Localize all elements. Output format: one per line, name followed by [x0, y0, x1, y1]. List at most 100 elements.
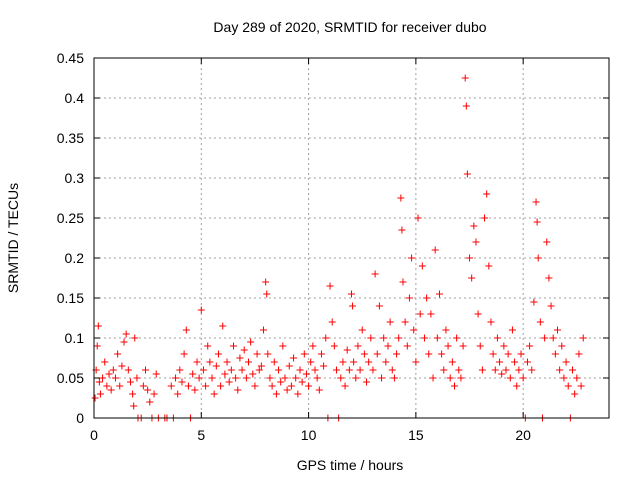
data-point: [420, 334, 428, 342]
data-point: [356, 366, 364, 374]
data-point: [551, 350, 559, 358]
axis-ticks: [93, 57, 609, 419]
data-point: [199, 366, 207, 374]
data-point: [414, 214, 422, 222]
tick-labels: 0 5 10 15 20 0 0.05 0.1 0.15 0.2 0.25 0.3 0.35 0.4 0.4…: [57, 50, 531, 443]
data-point: [251, 382, 259, 390]
data-point: [442, 326, 450, 334]
data-point: [382, 358, 390, 366]
data-point: [541, 334, 549, 342]
data-point: [120, 338, 128, 346]
y-tick-label: 0.2: [65, 250, 85, 266]
data-point: [302, 370, 310, 378]
data-point: [444, 342, 452, 350]
data-point: [172, 374, 180, 382]
data-point: [403, 342, 411, 350]
data-point: [150, 390, 158, 398]
data-point: [99, 374, 107, 382]
data-point: [311, 366, 319, 374]
data-point: [523, 358, 531, 366]
y-axis-label: SRMTID / TECUs: [5, 183, 21, 293]
data-point: [500, 342, 508, 350]
data-point: [232, 374, 240, 382]
data-point: [545, 274, 553, 282]
y-tick-label: 0.1: [65, 330, 85, 346]
data-point: [412, 358, 420, 366]
x-tick-label: 15: [408, 427, 424, 443]
data-points: [91, 74, 587, 422]
x-axis-label: GPS time / hours: [297, 457, 404, 473]
data-point: [144, 386, 152, 394]
data-point: [223, 358, 231, 366]
data-point: [94, 322, 102, 330]
data-point: [532, 198, 540, 206]
data-point: [350, 358, 358, 366]
data-point: [225, 378, 233, 386]
data-point: [296, 366, 304, 374]
data-point: [236, 354, 244, 362]
data-point: [238, 366, 246, 374]
data-point: [564, 382, 572, 390]
data-point: [393, 350, 401, 358]
data-point: [107, 386, 115, 394]
data-point: [440, 366, 448, 374]
data-point: [305, 382, 313, 390]
data-point: [476, 342, 484, 350]
data-point: [139, 382, 147, 390]
data-point: [189, 370, 197, 378]
data-point: [124, 366, 132, 374]
data-point: [474, 310, 482, 318]
data-point: [298, 378, 306, 386]
data-point: [363, 378, 371, 386]
data-point: [425, 350, 433, 358]
data-point: [178, 378, 186, 386]
data-point: [487, 318, 495, 326]
data-point: [418, 262, 426, 270]
data-point: [462, 102, 470, 110]
data-point: [348, 290, 355, 298]
data-point: [560, 374, 568, 382]
data-point: [307, 358, 315, 366]
data-point: [283, 386, 291, 394]
data-point: [245, 358, 252, 366]
data-point: [410, 326, 418, 334]
y-tick-label: 0.4: [65, 90, 85, 106]
x-tick-label: 0: [90, 427, 98, 443]
data-point: [533, 218, 541, 226]
data-point: [562, 358, 570, 366]
data-point: [360, 350, 368, 358]
data-point: [103, 382, 111, 390]
data-point: [214, 350, 222, 358]
data-point: [455, 366, 463, 374]
data-point: [528, 366, 536, 374]
data-point: [277, 378, 285, 386]
data-point: [339, 358, 347, 366]
data-point: [577, 382, 585, 390]
data-point: [575, 350, 583, 358]
data-point: [227, 366, 235, 374]
data-point: [534, 254, 542, 262]
data-point: [341, 382, 349, 390]
data-point: [279, 342, 287, 350]
data-point: [109, 366, 117, 374]
data-point: [502, 366, 510, 374]
data-point: [408, 254, 416, 262]
data-point: [554, 326, 561, 334]
data-point: [378, 374, 386, 382]
data-point: [470, 222, 478, 230]
data-point: [126, 378, 134, 386]
data-point: [294, 390, 302, 398]
data-point: [184, 382, 192, 390]
data-point: [253, 350, 261, 358]
data-point: [152, 370, 160, 378]
y-tick-label: 0.45: [57, 50, 84, 66]
data-point: [270, 358, 278, 366]
data-point: [287, 382, 295, 390]
data-point: [300, 350, 308, 358]
data-point: [354, 342, 362, 350]
data-point: [262, 278, 270, 286]
data-point: [309, 342, 317, 350]
data-point: [193, 358, 201, 366]
data-point: [398, 226, 406, 234]
